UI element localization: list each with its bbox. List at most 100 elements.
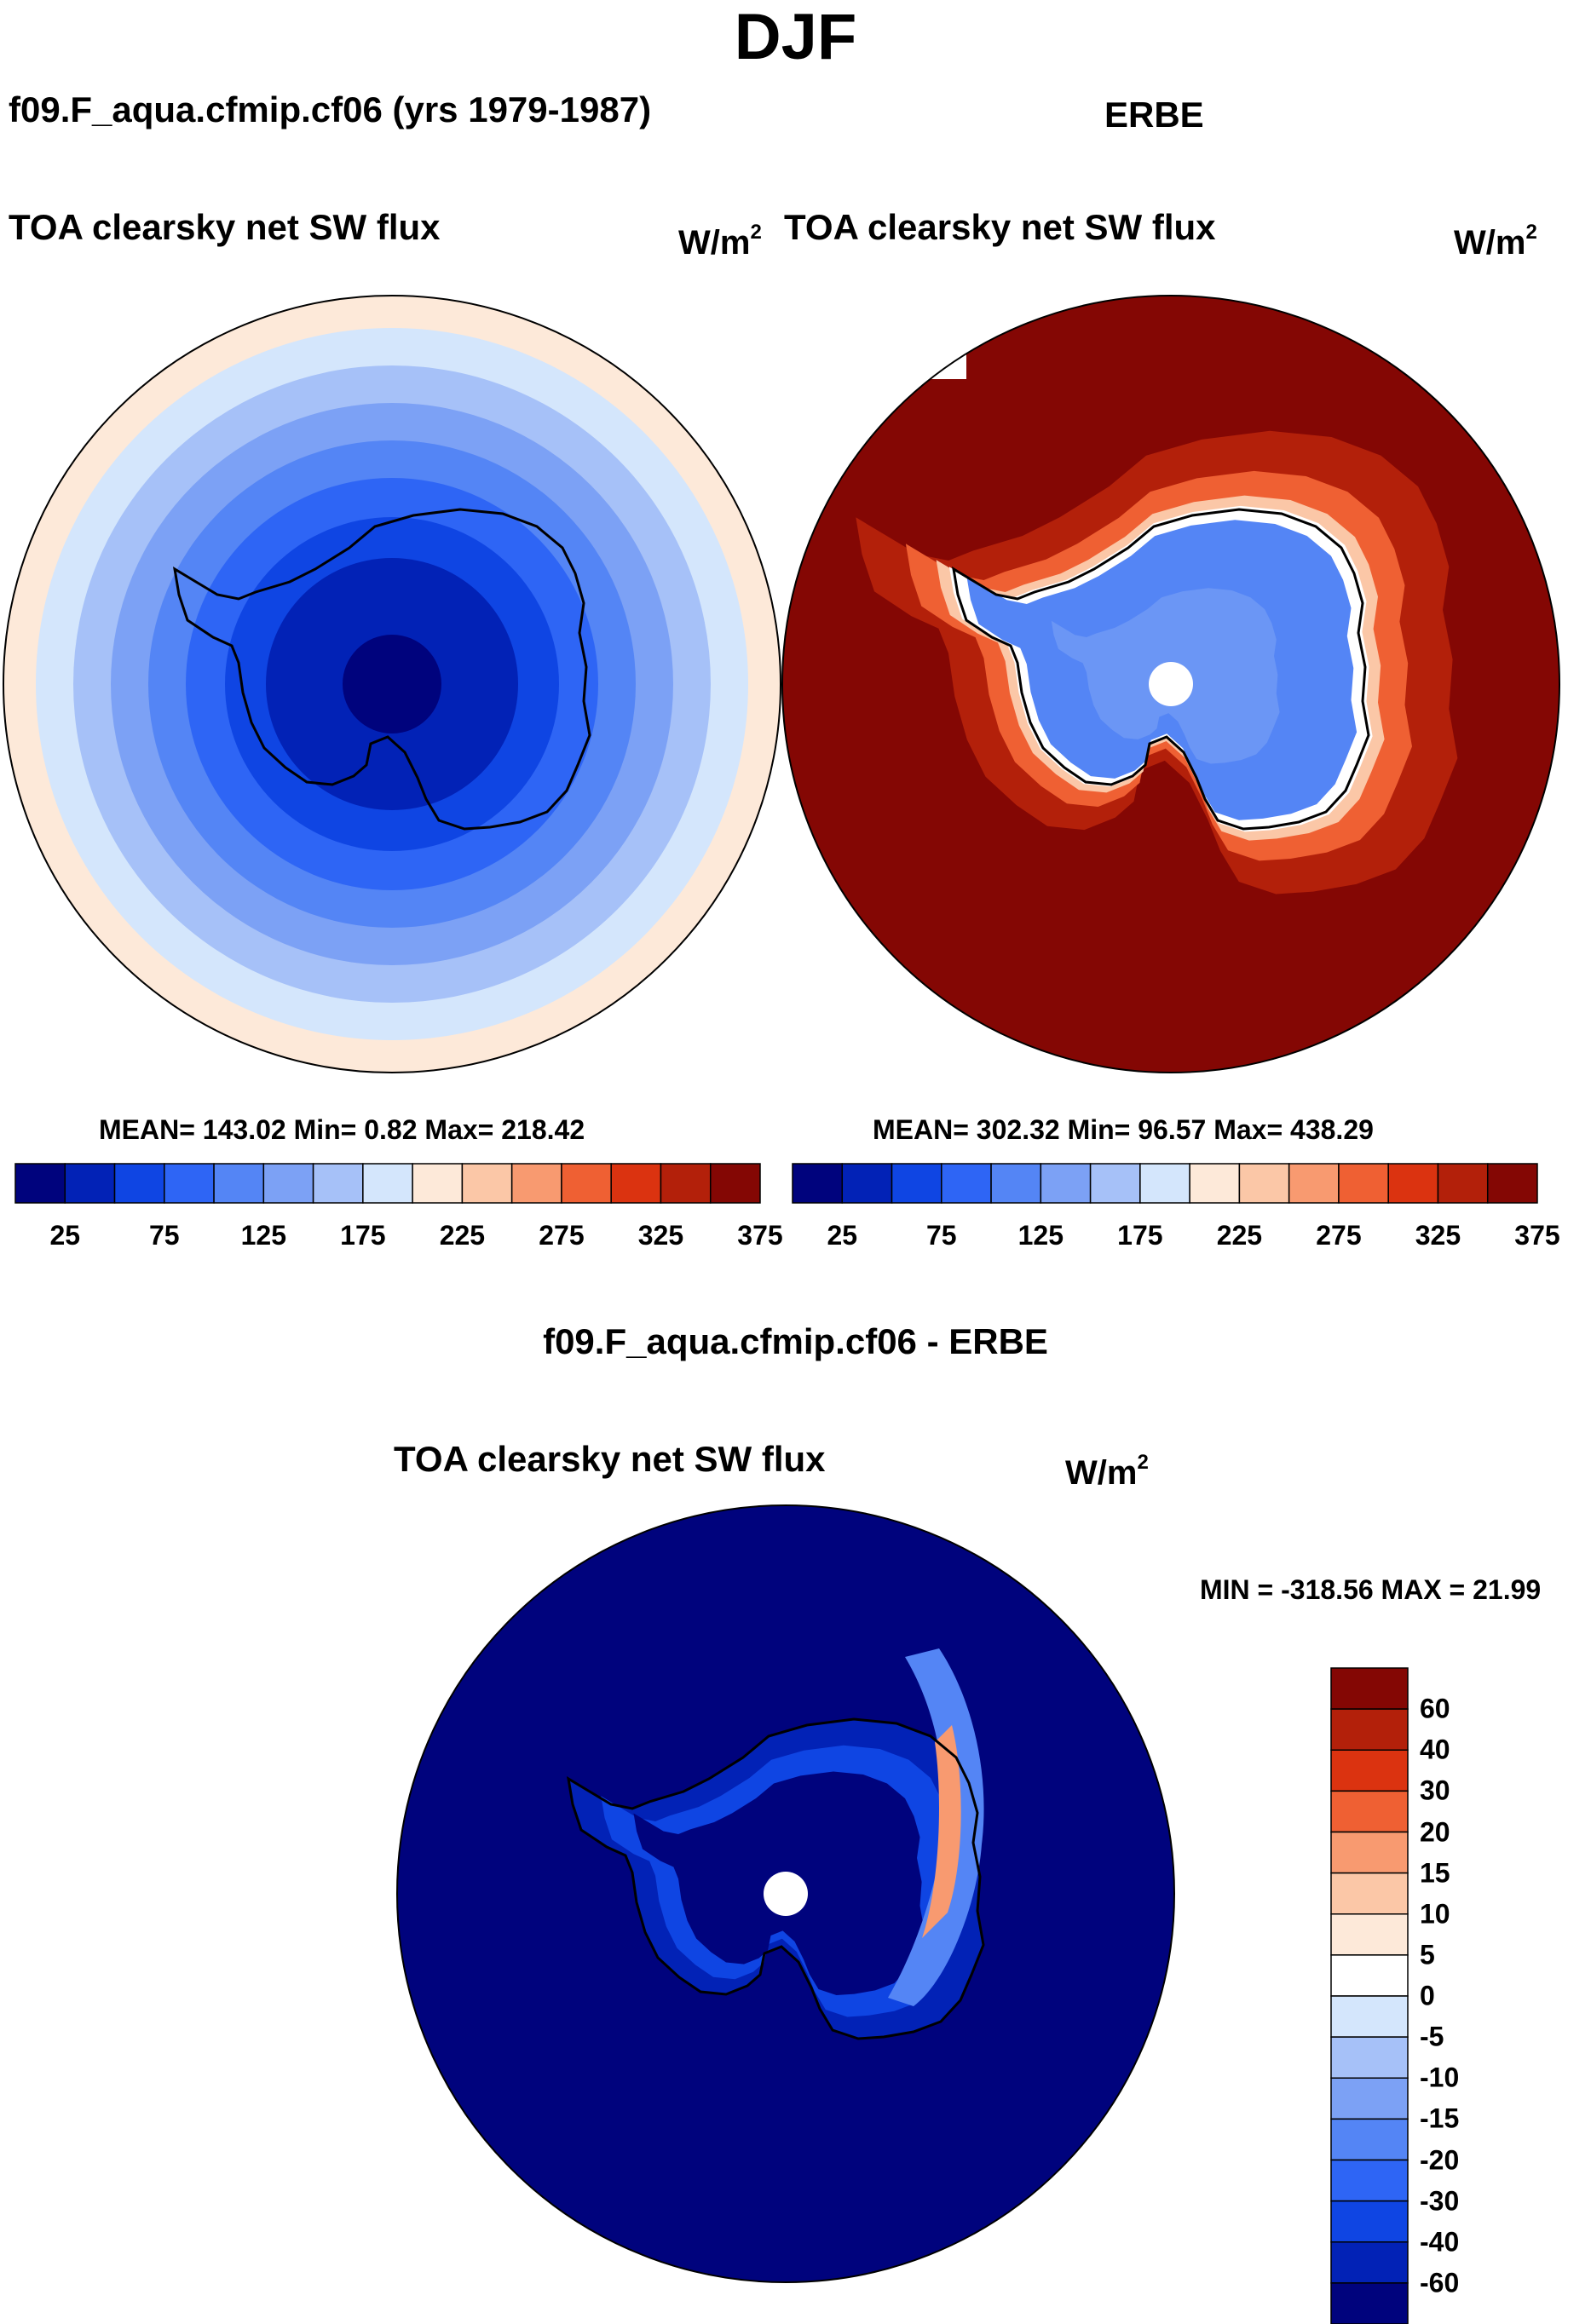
colorbar-box (1330, 2282, 1409, 2324)
colorbar-box (461, 1163, 513, 1204)
right-colorbar-ticks: 25 75 125 175 225 275 325 375 (793, 1220, 1559, 1254)
colorbar-box (262, 1163, 314, 1204)
colorbar-box (412, 1163, 464, 1204)
right-variable-title: TOA clearsky net SW flux (784, 207, 1216, 247)
colorbar-tick-label: 325 (1415, 1220, 1461, 1251)
colorbar-tick-label: 75 (926, 1220, 957, 1251)
colorbar-tick-label: 275 (539, 1220, 585, 1251)
colorbar-tick-label: 60 (1420, 1693, 1450, 1724)
colorbar-box (610, 1163, 662, 1204)
colorbar-box (1338, 1163, 1389, 1204)
colorbar-box (1486, 1163, 1538, 1204)
right-map (781, 295, 1560, 1073)
colorbar-tick-label: -10 (1420, 2062, 1460, 2093)
colorbar-tick-label: 275 (1316, 1220, 1362, 1251)
left-colorbar-ticks: 25 75 125 175 225 275 325 375 (15, 1220, 782, 1254)
right-map-border (781, 295, 1560, 1073)
colorbar-tick-label: 125 (1017, 1220, 1064, 1251)
colorbar-box (1139, 1163, 1190, 1204)
colorbar-tick-label: 225 (1216, 1220, 1263, 1251)
diff-variable-title: TOA clearsky net SW flux (394, 1439, 826, 1479)
colorbar-box (792, 1163, 844, 1204)
colorbar-box (1330, 1913, 1409, 1956)
colorbar-box (561, 1163, 612, 1204)
colorbar-box (941, 1163, 992, 1204)
colorbar-box (510, 1163, 562, 1204)
diff-units-base: W/m (1065, 1454, 1138, 1492)
colorbar-box (1288, 1163, 1340, 1204)
right-map-missing-data (873, 302, 966, 379)
colorbar-tick-label: 125 (240, 1220, 287, 1251)
colorbar-tick-label: 25 (827, 1220, 858, 1251)
right-colorbar (792, 1163, 1538, 1204)
colorbar-tick-label: 10 (1420, 1898, 1450, 1930)
right-map-pole-hole (1149, 662, 1193, 706)
colorbar-box (660, 1163, 712, 1204)
diff-map-border (396, 1504, 1175, 2283)
colorbar-box (1189, 1163, 1241, 1204)
colorbar-tick-label: -20 (1420, 2144, 1460, 2175)
colorbar-tick-label: 75 (149, 1220, 180, 1251)
left-map-band (343, 635, 441, 733)
colorbar-box (1330, 2118, 1409, 2161)
colorbar-box (891, 1163, 942, 1204)
diff-colorbar-ticks: 60 40 30 20 15 10 5 0 -5 -10 -15 -20 -30 -40 -60 (1420, 1668, 1522, 2324)
left-map-border (3, 295, 781, 1073)
colorbar-box (1330, 1995, 1409, 2038)
diff-map-pole-hole (764, 1872, 808, 1916)
colorbar-box (1330, 2077, 1409, 2120)
colorbar-tick-label: 175 (1117, 1220, 1163, 1251)
right-stats: MEAN= 302.32 Min= 96.57 Max= 438.29 (873, 1114, 1374, 1145)
colorbar-box (1238, 1163, 1290, 1204)
colorbar-tick-label: 30 (1420, 1775, 1450, 1806)
colorbar-box (1330, 1954, 1409, 1997)
left-units: W/m2 (678, 213, 762, 262)
diff-stats: MIN = -318.56 MAX = 21.99 (1200, 1574, 1542, 1605)
colorbar-box (1437, 1163, 1489, 1204)
colorbar-box (709, 1163, 761, 1204)
colorbar-box (1387, 1163, 1439, 1204)
right-units: W/m2 (1454, 213, 1537, 262)
colorbar-box (990, 1163, 1042, 1204)
colorbar-tick-label: -5 (1420, 2021, 1444, 2052)
colorbar-tick-label: 0 (1420, 1980, 1435, 2011)
diff-map-positive-anomaly (922, 1725, 961, 1938)
colorbar-box (362, 1163, 413, 1204)
left-stats: MEAN= 143.02 Min= 0.82 Max= 218.42 (99, 1114, 585, 1145)
colorbar-tick-label: 40 (1420, 1734, 1450, 1765)
colorbar-box (1330, 2200, 1409, 2243)
colorbar-box (1330, 1749, 1409, 1792)
diff-map (396, 1504, 1175, 2283)
colorbar-tick-label: 325 (637, 1220, 684, 1251)
left-units-exp: 2 (750, 221, 762, 244)
colorbar-tick-label: 20 (1420, 1816, 1450, 1847)
diff-units-exp: 2 (1137, 1451, 1149, 1474)
right-units-exp: 2 (1525, 221, 1537, 244)
colorbar-box (1330, 1667, 1409, 1710)
colorbar-tick-label: -60 (1420, 2267, 1460, 2298)
colorbar-box (1089, 1163, 1141, 1204)
left-map-coastline (172, 508, 591, 831)
left-units-base: W/m (678, 224, 751, 262)
left-colorbar (14, 1163, 761, 1204)
colorbar-box (312, 1163, 364, 1204)
colorbar-tick-label: 225 (439, 1220, 486, 1251)
colorbar-tick-label: 175 (340, 1220, 386, 1251)
colorbar-tick-label: 5 (1420, 1939, 1435, 1970)
diff-map-east-band (888, 1648, 984, 2006)
left-variable-title: TOA clearsky net SW flux (9, 207, 441, 247)
colorbar-box (841, 1163, 893, 1204)
colorbar-box (213, 1163, 265, 1204)
colorbar-box (1330, 2159, 1409, 2202)
colorbar-tick-label: -30 (1420, 2185, 1460, 2217)
colorbar-box (14, 1163, 66, 1204)
diff-colorbar (1330, 1667, 1409, 2324)
diff-case-title: f09.F_aqua.cfmip.cf06 - ERBE (543, 1321, 1048, 1361)
colorbar-box (1040, 1163, 1092, 1204)
colorbar-box (164, 1163, 215, 1204)
colorbar-box (113, 1163, 165, 1204)
colorbar-box (1330, 1831, 1409, 1874)
left-map (3, 295, 781, 1073)
colorbar-box (1330, 1872, 1409, 1915)
colorbar-box (1330, 2036, 1409, 2079)
